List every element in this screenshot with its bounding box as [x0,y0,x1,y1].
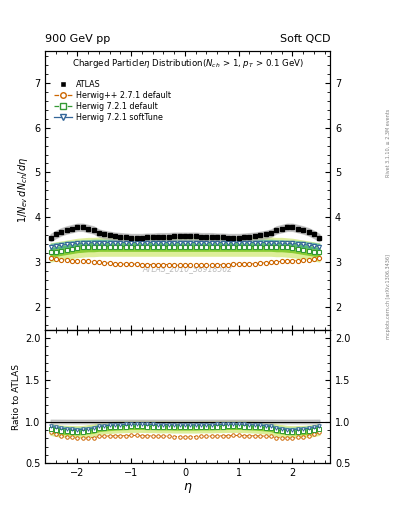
Y-axis label: Ratio to ATLAS: Ratio to ATLAS [12,364,21,430]
Text: mcplots.cern.ch [arXiv:1306.3436]: mcplots.cern.ch [arXiv:1306.3436] [386,254,391,339]
X-axis label: $\eta$: $\eta$ [183,481,193,495]
Y-axis label: $1/N_{ev}\,dN_{ch}/d\eta$: $1/N_{ev}\,dN_{ch}/d\eta$ [16,157,30,224]
Text: 900 GeV pp: 900 GeV pp [45,33,110,44]
Text: Charged Particle$\eta$ Distribution($N_{ch}$ > 1, $p_T$ > 0.1 GeV): Charged Particle$\eta$ Distribution($N_{… [72,57,304,70]
Text: Soft QCD: Soft QCD [280,33,330,44]
Text: Rivet 3.1.10, ≥ 2.3M events: Rivet 3.1.10, ≥ 2.3M events [386,109,391,178]
Text: ATLAS_2010_S8918562: ATLAS_2010_S8918562 [143,264,233,273]
Legend: ATLAS, Herwig++ 2.7.1 default, Herwig 7.2.1 default, Herwig 7.2.1 softTune: ATLAS, Herwig++ 2.7.1 default, Herwig 7.… [52,77,174,124]
